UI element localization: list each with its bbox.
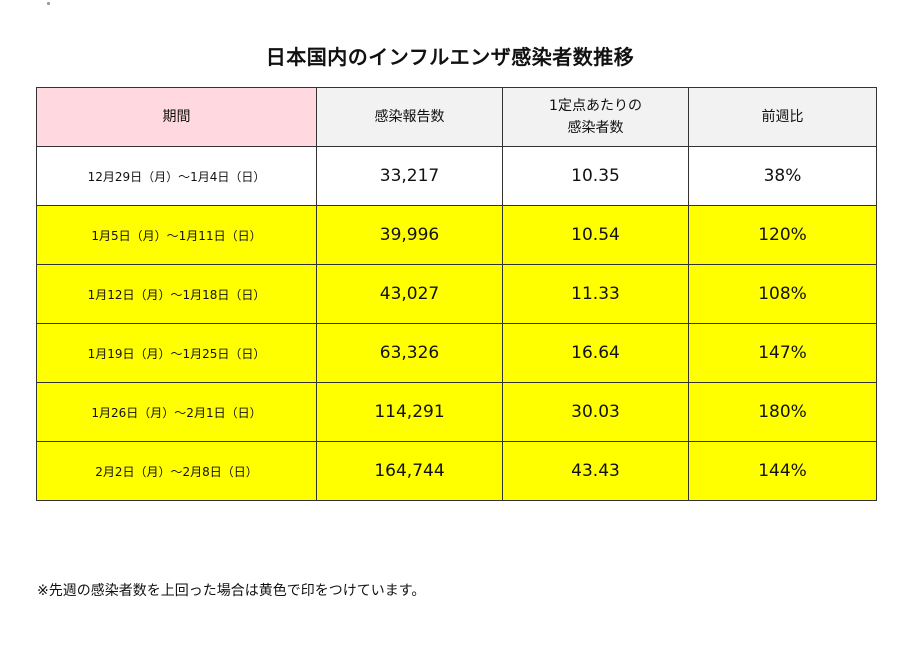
header-week-ratio: 前週比 <box>688 87 877 147</box>
cell-reports: 39,996 <box>316 205 503 265</box>
cell-per-site: 10.54 <box>502 205 689 265</box>
cell-per-site: 16.64 <box>502 323 689 383</box>
cell-per-site: 43.43 <box>502 441 689 501</box>
cell-period: 1月5日（月）～1月11日（日） <box>36 205 317 265</box>
footnote: ※先週の感染者数を上回った場合は黄色で印をつけています。 <box>37 583 426 599</box>
cell-ratio: 144% <box>688 441 877 501</box>
cell-per-site: 11.33 <box>502 264 689 324</box>
cell-reports: 43,027 <box>316 264 503 324</box>
cell-period: 1月12日（月）～1月18日（日） <box>36 264 317 324</box>
cell-per-site: 30.03 <box>502 382 689 442</box>
cell-per-site: 10.35 <box>502 146 689 206</box>
cell-reports: 33,217 <box>316 146 503 206</box>
cell-ratio: 38% <box>688 146 877 206</box>
header-per-site-line1: 1定点あたりの <box>549 98 642 114</box>
header-per-site: 1定点あたりの 感染者数 <box>502 87 689 147</box>
table-row: 12月29日（月）～1月4日（日） 33,217 10.35 38% <box>36 146 877 206</box>
cell-ratio: 108% <box>688 264 877 324</box>
page-title: 日本国内のインフルエンザ感染者数推移 <box>265 45 635 70</box>
cell-reports: 63,326 <box>316 323 503 383</box>
cell-period: 12月29日（月）～1月4日（日） <box>36 146 317 206</box>
header-reports: 感染報告数 <box>316 87 503 147</box>
cell-period: 2月2日（月）～2月8日（日） <box>36 441 317 501</box>
corner-mark <box>47 2 50 5</box>
cell-reports: 114,291 <box>316 382 503 442</box>
table-row: 2月2日（月）～2月8日（日） 164,744 43.43 144% <box>36 441 877 501</box>
header-period: 期間 <box>36 87 317 147</box>
header-per-site-line2: 感染者数 <box>567 120 624 136</box>
cell-ratio: 180% <box>688 382 877 442</box>
cell-reports: 164,744 <box>316 441 503 501</box>
cell-ratio: 120% <box>688 205 877 265</box>
table-row: 1月26日（月）～2月1日（日） 114,291 30.03 180% <box>36 382 877 442</box>
table-header-row: 期間 感染報告数 1定点あたりの 感染者数 前週比 <box>36 87 877 147</box>
table-row: 1月5日（月）～1月11日（日） 39,996 10.54 120% <box>36 205 877 265</box>
cell-period: 1月26日（月）～2月1日（日） <box>36 382 317 442</box>
table-row: 1月12日（月）～1月18日（日） 43,027 11.33 108% <box>36 264 877 324</box>
cell-period: 1月19日（月）～1月25日（日） <box>36 323 317 383</box>
table-row: 1月19日（月）～1月25日（日） 63,326 16.64 147% <box>36 323 877 383</box>
cell-ratio: 147% <box>688 323 877 383</box>
influenza-table: 期間 感染報告数 1定点あたりの 感染者数 前週比 12月29日（月）～1月4日… <box>36 87 877 501</box>
